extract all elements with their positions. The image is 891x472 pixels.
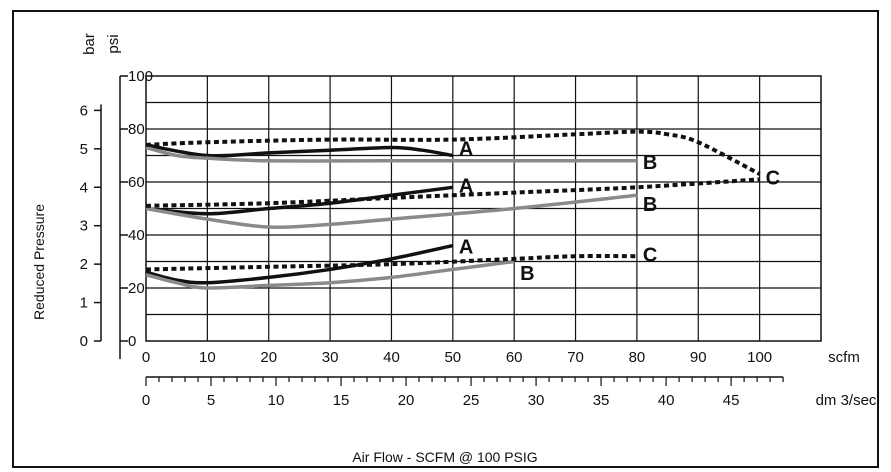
y-unit-bar-label: bar bbox=[81, 33, 98, 55]
scfm-tick-label: 50 bbox=[444, 349, 461, 366]
curve-c-2 bbox=[145, 129, 761, 176]
curve-label-b: B bbox=[520, 263, 534, 285]
curve-label-c: C bbox=[643, 245, 657, 267]
curve-label-b: B bbox=[643, 194, 657, 216]
curve-b-7 bbox=[145, 259, 515, 290]
scfm-tick-label: 60 bbox=[506, 349, 523, 366]
bar-tick-label: 2 bbox=[80, 256, 88, 273]
scfm-tick-label: 0 bbox=[142, 349, 150, 366]
x-unit-dm3sec-label: dm 3/sec bbox=[816, 392, 877, 409]
dm3sec-tick-label: 0 bbox=[142, 392, 150, 409]
curve-labels: A B C A B A B C bbox=[459, 139, 780, 286]
curves bbox=[145, 129, 761, 290]
dm3sec-tick-label: 40 bbox=[658, 392, 675, 409]
curve-label-b: B bbox=[643, 152, 657, 174]
curve-label-c: C bbox=[766, 168, 780, 190]
psi-tick-label: 60 bbox=[128, 174, 145, 191]
bar-tick-label: 3 bbox=[80, 218, 88, 235]
curve-label-a: A bbox=[459, 237, 473, 259]
y-axis-title: Reduced Pressure bbox=[31, 204, 47, 320]
bar-tick-label: 6 bbox=[80, 102, 88, 119]
scfm-tick-label: 100 bbox=[747, 349, 772, 366]
dm3sec-tick-label: 10 bbox=[268, 392, 285, 409]
x-unit-scfm-label: scfm bbox=[828, 349, 860, 366]
scfm-tick-label: 30 bbox=[322, 349, 339, 366]
psi-tick-label: 40 bbox=[128, 227, 145, 244]
curve-b-4 bbox=[145, 193, 638, 229]
curve-label-a: A bbox=[459, 176, 473, 198]
psi-tick-label: 20 bbox=[128, 280, 145, 297]
bar-tick-label: 1 bbox=[80, 295, 88, 312]
psi-tick-label: 0 bbox=[128, 333, 136, 350]
psi-tick-label: 80 bbox=[128, 121, 145, 138]
bar-tick-label: 0 bbox=[80, 333, 88, 350]
curve-a-3 bbox=[145, 185, 454, 216]
curve-a-0 bbox=[145, 143, 454, 158]
dm3sec-tick-label: 5 bbox=[207, 392, 215, 409]
scfm-tick-label: 90 bbox=[690, 349, 707, 366]
x-axis-title: Air Flow - SCFM @ 100 PSIG bbox=[352, 449, 537, 465]
bar-tick-label: 5 bbox=[80, 141, 88, 158]
dm3sec-tick-label: 45 bbox=[723, 392, 740, 409]
grid bbox=[145, 75, 822, 342]
psi-tick-label: 100 bbox=[128, 68, 153, 85]
curve-b-1 bbox=[145, 145, 637, 163]
scfm-tick-label: 40 bbox=[383, 349, 400, 366]
curve-label-a: A bbox=[459, 139, 473, 161]
scfm-tick-label: 80 bbox=[629, 349, 646, 366]
scfm-tick-label: 20 bbox=[260, 349, 277, 366]
bar-tick-label: 4 bbox=[80, 179, 88, 196]
curve-a-6 bbox=[145, 243, 454, 285]
dm3sec-tick-label: 35 bbox=[593, 392, 610, 409]
dm3sec-tick-label: 25 bbox=[463, 392, 480, 409]
y-unit-psi-label: psi bbox=[105, 34, 122, 53]
curve-c-8 bbox=[145, 254, 637, 272]
dm3sec-tick-label: 20 bbox=[398, 392, 415, 409]
scfm-tick-label: 70 bbox=[567, 349, 584, 366]
curve-unlabeled-5 bbox=[145, 177, 760, 208]
chart-frame bbox=[12, 10, 879, 468]
dm3sec-tick-label: 15 bbox=[333, 392, 350, 409]
scfm-tick-label: 10 bbox=[199, 349, 216, 366]
dm3sec-tick-label: 30 bbox=[528, 392, 545, 409]
